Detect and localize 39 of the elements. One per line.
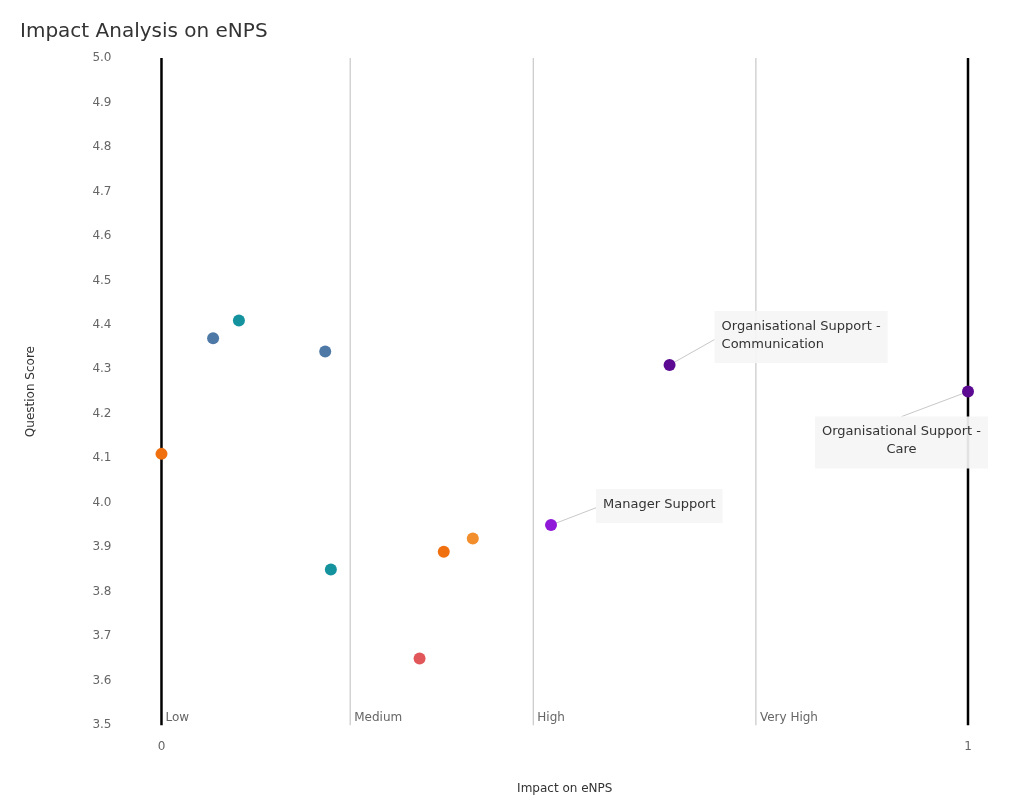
ref-line-label: Low (165, 710, 190, 725)
y-tick-label: 5.0 (92, 50, 112, 65)
point (663, 358, 676, 371)
point (545, 519, 558, 532)
point (437, 545, 450, 558)
y-tick-label: 4.3 (92, 361, 112, 376)
x-axis-title: Impact on eNPS (517, 780, 613, 795)
y-tick-label: 4.6 (92, 228, 112, 243)
x-tick-label: 0 (157, 738, 166, 753)
point (155, 447, 168, 460)
point (319, 345, 332, 358)
y-tick-label: 4.2 (92, 405, 112, 420)
chart-title: Impact Analysis on eNPS (20, 18, 268, 43)
y-tick-label: 4.8 (92, 139, 112, 154)
y-tick-label: 3.7 (92, 628, 112, 643)
x-tick-label: 1 (964, 738, 972, 753)
y-axis-title: Question Score (23, 346, 38, 438)
point (324, 563, 337, 576)
annotation: Organisational Support - Communication (721, 317, 881, 351)
y-tick-label: 4.7 (92, 183, 112, 198)
ref-line-label: High (537, 710, 565, 725)
y-tick-label: 3.5 (92, 717, 112, 732)
ref-line-label: Very High (759, 710, 818, 725)
y-tick-label: 4.1 (92, 450, 112, 465)
y-tick-label: 4.4 (92, 317, 112, 332)
annotation: Manager Support (603, 495, 716, 511)
y-tick-label: 4.5 (92, 272, 112, 287)
point (962, 385, 974, 398)
y-tick-label: 3.9 (92, 539, 112, 554)
y-tick-label: 4.9 (92, 94, 112, 109)
y-tick-label: 4.0 (92, 494, 112, 509)
annotation: Organisational Support - Care (822, 423, 982, 457)
point (413, 652, 426, 665)
y-tick-label: 3.6 (92, 672, 112, 687)
y-tick-label: 3.8 (92, 583, 112, 598)
ref-line-label: Medium (354, 710, 403, 725)
point (232, 314, 245, 327)
point (466, 532, 479, 545)
point (207, 332, 220, 345)
